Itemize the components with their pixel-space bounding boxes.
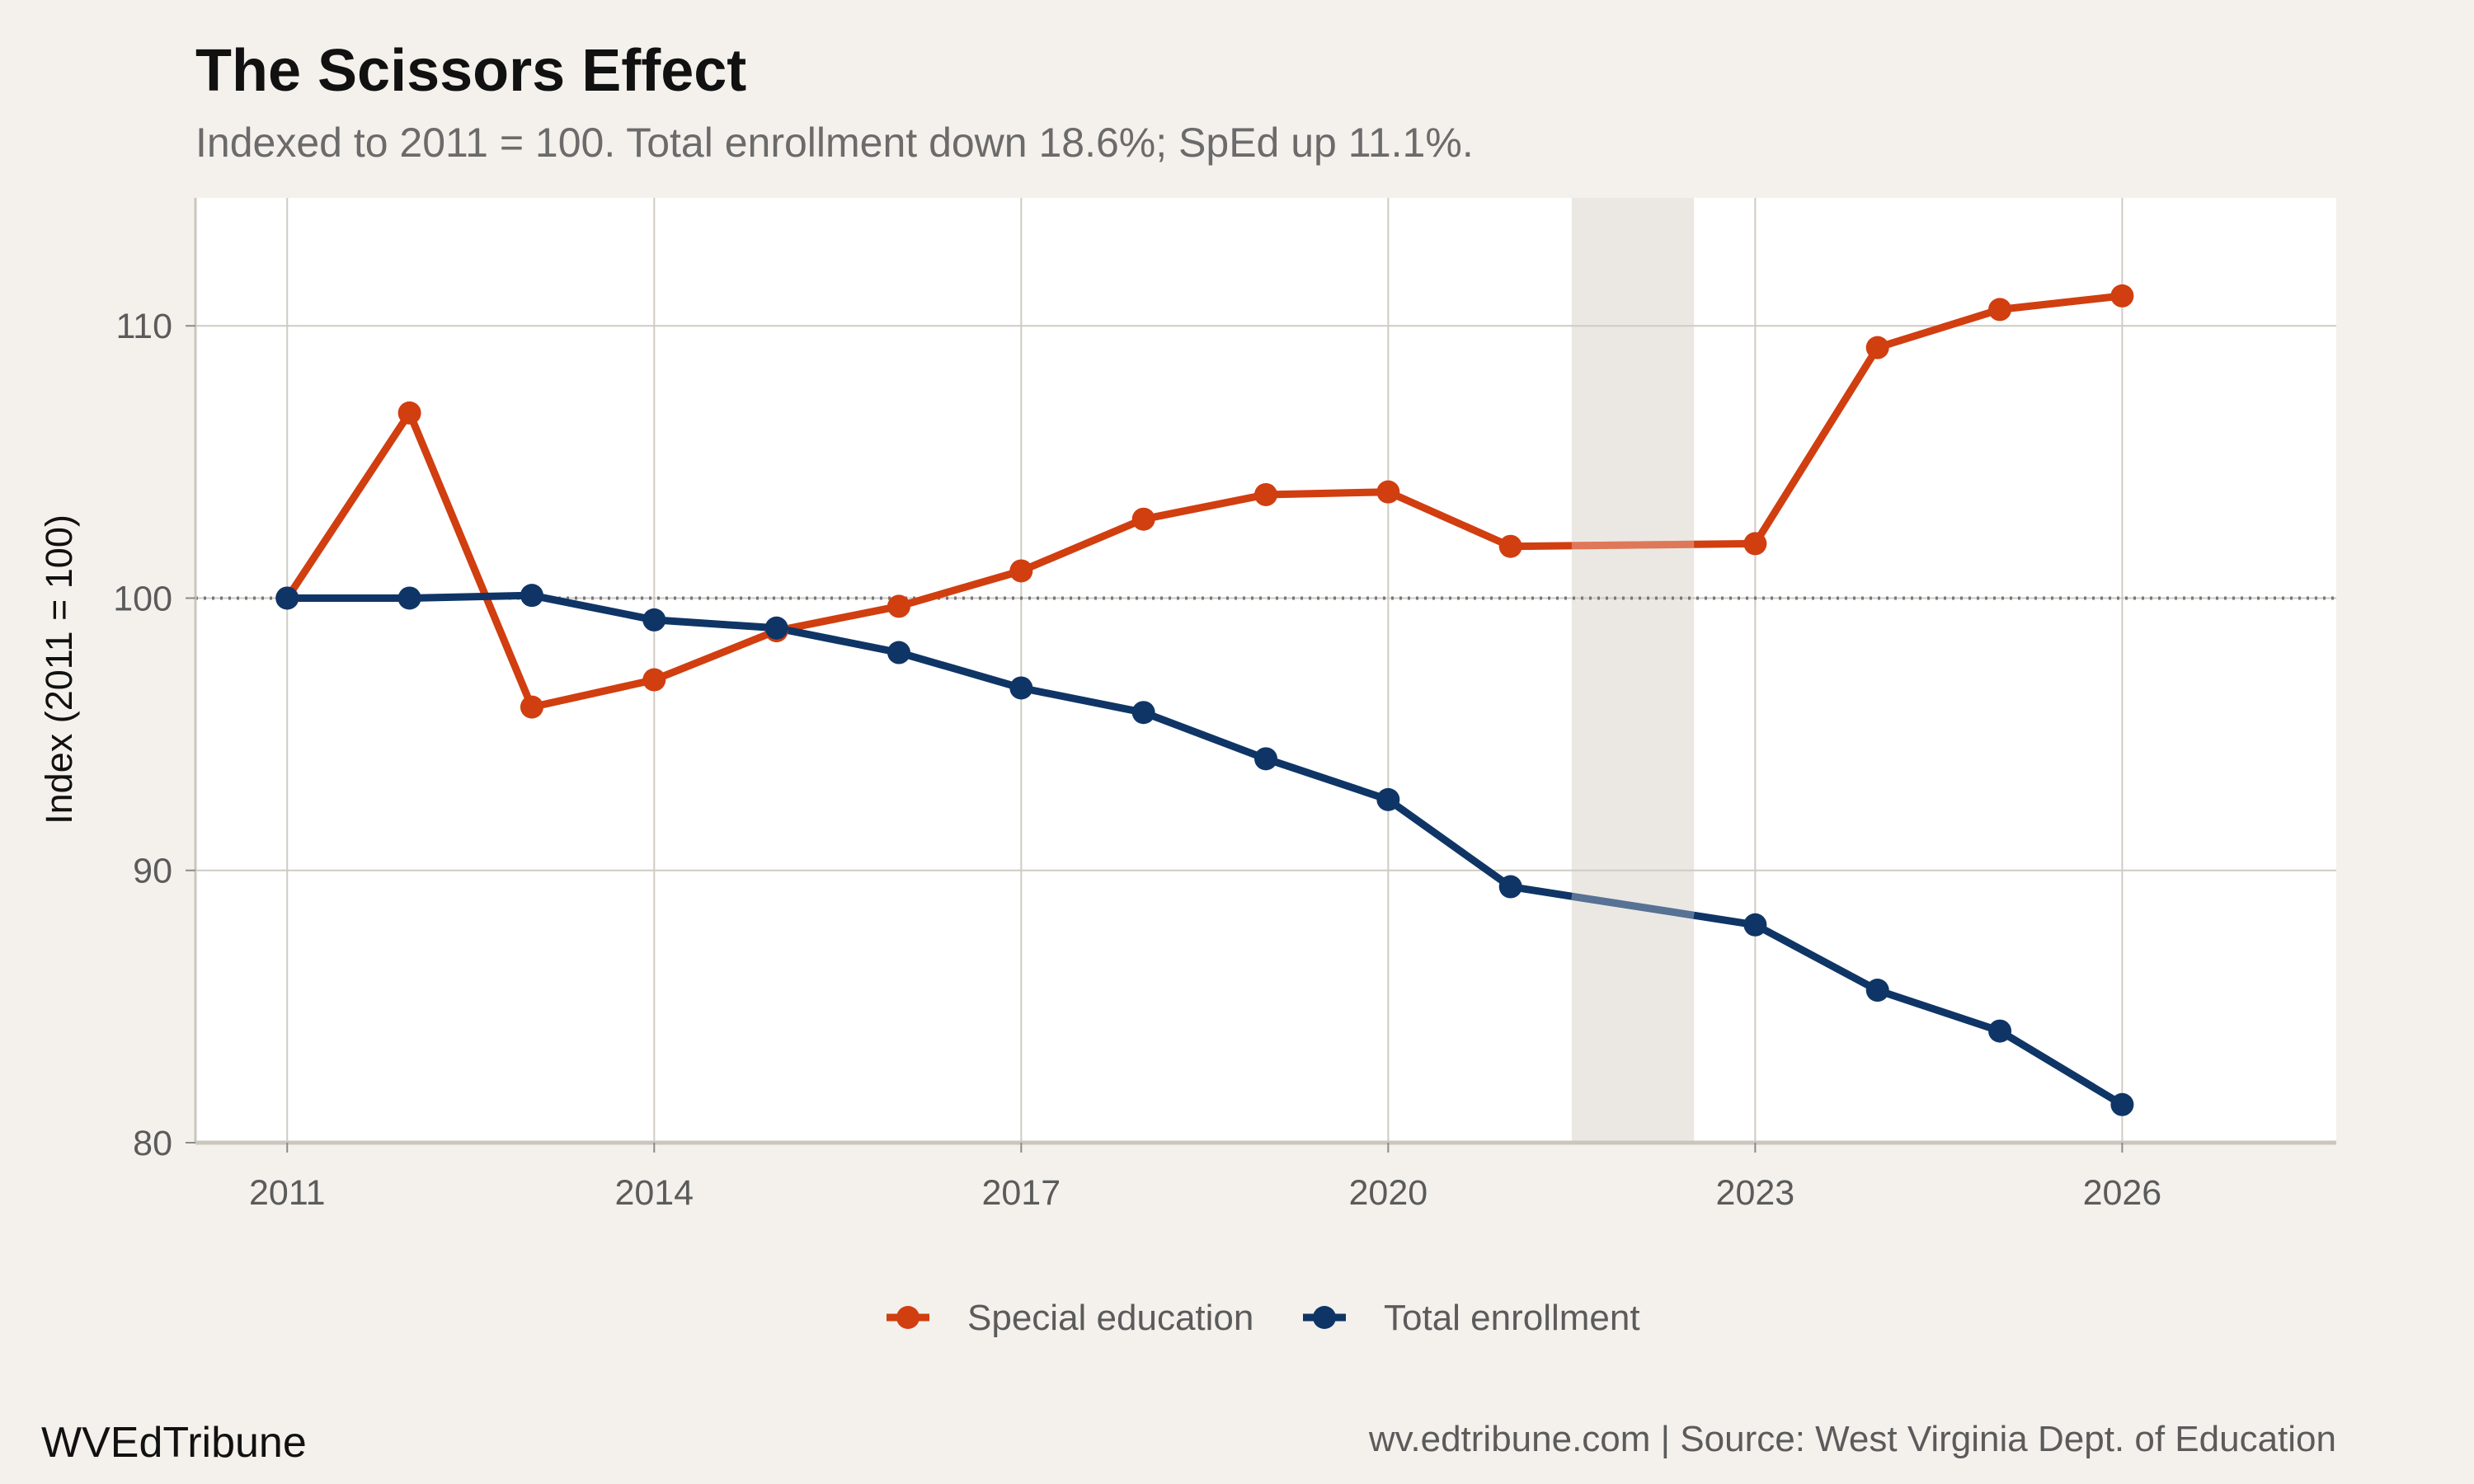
- gap-overlay-total-enrollment: [1571, 892, 1695, 919]
- legend-marker-total-enrollment: [1313, 1306, 1336, 1329]
- point-special-education-2026: [2110, 284, 2134, 308]
- legend-label-special-education: Special education: [967, 1298, 1253, 1338]
- point-special-education-2024: [1865, 336, 1889, 359]
- x-tick-label-2017: 2017: [981, 1173, 1061, 1213]
- point-total-enrollment-2012: [397, 586, 421, 610]
- point-special-education-2025: [1988, 298, 2012, 322]
- y-tick-label-80: 80: [133, 1124, 172, 1163]
- y-tick-label-100: 100: [113, 579, 172, 618]
- shaded-period-band: [1571, 198, 1695, 1143]
- x-tick-label-2011: 2011: [249, 1173, 325, 1213]
- y-tick-label-110: 110: [115, 307, 172, 346]
- point-special-education-2013: [520, 695, 543, 719]
- point-special-education-2014: [642, 668, 666, 692]
- series-layer: [275, 284, 2134, 1116]
- point-total-enrollment-2015: [764, 616, 788, 640]
- x-tick-label-2026: 2026: [2083, 1173, 2162, 1213]
- source-note: wv.edtribune.com | Source: West Virginia…: [1368, 1419, 2336, 1459]
- point-total-enrollment-2014: [642, 608, 666, 632]
- point-total-enrollment-2023: [1743, 913, 1767, 937]
- point-special-education-2012: [397, 401, 421, 425]
- x-tick-label-2023: 2023: [1716, 1173, 1795, 1213]
- x-tick-label-2020: 2020: [1349, 1173, 1428, 1213]
- brand-name: WVEdTribune: [41, 1419, 307, 1467]
- point-total-enrollment-2011: [275, 586, 299, 610]
- point-special-education-2016: [887, 594, 910, 618]
- point-special-education-2017: [1009, 559, 1033, 583]
- point-total-enrollment-2017: [1009, 676, 1033, 700]
- gap-overlay-special-education: [1571, 540, 1695, 550]
- point-total-enrollment-2016: [887, 641, 910, 665]
- x-tick-label-2014: 2014: [614, 1173, 694, 1213]
- point-total-enrollment-2026: [2110, 1092, 2134, 1116]
- chart-subtitle: Indexed to 2011 = 100. Total enrollment …: [195, 120, 1474, 166]
- legend-marker-special-education: [896, 1306, 920, 1329]
- legend-label-total-enrollment: Total enrollment: [1384, 1298, 1640, 1338]
- x-axis-ticks: 2011 2014 2017 2020 2023 2026: [249, 1143, 2161, 1213]
- chart-title: The Scissors Effect: [195, 38, 746, 104]
- point-total-enrollment-2024: [1865, 979, 1889, 1003]
- point-special-education-2023: [1743, 532, 1767, 556]
- y-axis-label: Index (2011 = 100): [38, 514, 80, 824]
- point-total-enrollment-2019: [1254, 747, 1277, 771]
- point-special-education-2021: [1498, 534, 1522, 558]
- point-total-enrollment-2021: [1498, 875, 1522, 899]
- point-special-education-2018: [1131, 507, 1155, 531]
- point-total-enrollment-2020: [1376, 787, 1400, 811]
- point-special-education-2020: [1376, 480, 1400, 504]
- point-special-education-2019: [1254, 482, 1277, 506]
- y-tick-label-90: 90: [133, 852, 172, 891]
- point-total-enrollment-2025: [1988, 1019, 2012, 1043]
- point-total-enrollment-2013: [520, 584, 543, 608]
- point-total-enrollment-2018: [1131, 701, 1155, 725]
- legend: Special education Total enrollment: [887, 1298, 1640, 1338]
- plot-area: [195, 198, 2336, 1143]
- y-axis-ticks: 80 90 100 110: [113, 307, 195, 1163]
